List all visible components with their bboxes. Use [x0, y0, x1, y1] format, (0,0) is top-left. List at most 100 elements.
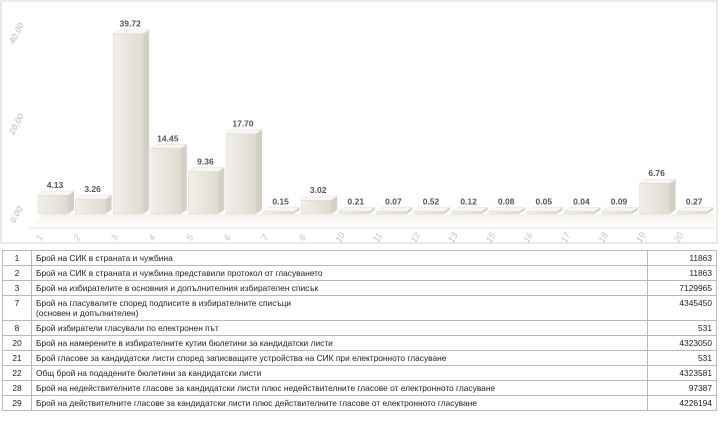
x-tick-label: 6: [222, 233, 233, 242]
bar-top: [112, 29, 150, 35]
bar-front: [488, 211, 520, 215]
bar-side: [519, 207, 526, 214]
bar-front: [413, 211, 445, 215]
bar-top: [450, 207, 489, 212]
bar-chart: 0.00 20.00 40.00 4.13 3.26 39.72 14.45 9.36 17.…: [0, 0, 718, 245]
bar: 39.72: [112, 19, 150, 215]
bar-side: [594, 207, 601, 214]
table-row: 20 Брой на намерените в избирателните кут…: [2, 335, 717, 351]
bar-front: [112, 33, 144, 215]
x-tick-label: 18: [597, 231, 611, 245]
table-row: 1 Брой на СИК в страната и чужбина 11863: [2, 250, 717, 266]
row-value-cell: 4345450: [647, 295, 717, 321]
bar: 14.45: [150, 133, 188, 215]
row-label-text: Брой избиратели гласували по електронен …: [36, 323, 219, 333]
bar-value-label: 0.52: [423, 196, 440, 206]
bar: 6.76: [638, 168, 677, 215]
bar: 0.12: [450, 196, 489, 215]
bar-value-label: 3.02: [310, 185, 327, 195]
bar-front: [150, 148, 182, 215]
bar-front: [526, 211, 558, 215]
bar-value-label: 0.12: [460, 196, 477, 206]
bar-value-label: 6.76: [648, 168, 665, 178]
row-value-cell: 531: [647, 350, 717, 366]
bar: 0.04: [563, 196, 602, 215]
row-label-cell: Брой на намерените в избирателните кутии…: [31, 335, 648, 351]
bars-group: 4.13 3.26 39.72 14.45 9.36 17.70 0.15 3.02 0.21 0…: [37, 19, 714, 215]
bar-value-label: 0.21: [348, 196, 365, 206]
bar-value-label: 4.13: [47, 180, 64, 190]
row-label-cell: Брой на избирателите в основния и допълн…: [31, 280, 648, 296]
bar: 0.08: [488, 196, 526, 215]
bar-side: [368, 207, 375, 214]
x-tick-label: 1: [34, 233, 45, 242]
bar-value-label: 0.07: [385, 196, 402, 206]
table-row: 29 Брой на действителните гласове за канд…: [2, 395, 717, 411]
row-label-text: Брой на СИК в страната и чужбина: [36, 253, 173, 263]
row-label-text: Брой на гласувалите според подписите в и…: [36, 298, 292, 318]
bar-front: [300, 200, 332, 215]
row-label-cell: Брой гласове за кандидатски листи според…: [31, 350, 648, 366]
bar: 0.27: [676, 196, 714, 215]
bar-top: [526, 207, 564, 212]
row-value-cell: 4323581: [647, 365, 717, 381]
x-tick-label: 19: [634, 231, 648, 245]
bar-front: [188, 171, 219, 215]
x-tick-label: 5: [184, 232, 196, 242]
table-row: 21 Брой гласове за кандидатски листи спор…: [2, 350, 717, 366]
row-number-cell: 1: [2, 250, 32, 266]
bar-front: [601, 211, 633, 215]
bar-side: [632, 207, 638, 214]
bar: 0.21: [338, 196, 376, 215]
bar-value-label: 14.45: [157, 133, 179, 143]
bar-front: [338, 211, 370, 215]
bar-value-label: 9.36: [197, 156, 214, 166]
bar-front: [564, 211, 595, 215]
table-row: 3 Брой на избирателите в основния и допъл…: [2, 280, 717, 296]
bar-top: [601, 207, 639, 212]
bar: 3.02: [300, 185, 338, 215]
bar-top: [37, 190, 75, 196]
bar-side: [293, 207, 300, 214]
bar-side: [68, 191, 74, 214]
bar-value-label: 0.27: [686, 196, 703, 206]
x-tick-label: 12: [409, 231, 423, 245]
bar-value-label: 0.15: [272, 196, 289, 206]
bar-top: [187, 167, 226, 172]
bar-top: [300, 195, 338, 201]
x-tick-label: 10: [333, 231, 347, 245]
bar-value-label: 0.09: [611, 196, 628, 206]
row-label-cell: Брой на СИК в страната и чужбина: [31, 250, 648, 266]
data-table: 1 Брой на СИК в страната и чужбина 11863 2 Б…: [2, 250, 717, 411]
bar-front: [263, 211, 294, 215]
table-body: 1 Брой на СИК в страната и чужбина 11863 2 Б…: [2, 250, 717, 411]
row-label-cell: Брой избиратели гласували по електронен …: [31, 320, 648, 336]
row-label-cell: Общ брой на подадените бюлетини за канди…: [31, 365, 648, 381]
bar-front: [225, 133, 257, 215]
bar-value-label: 39.72: [120, 19, 142, 29]
row-label-text: Брой на избирателите в основния и допълн…: [36, 283, 319, 293]
row-label-cell: Брой на гласувалите според подписите в и…: [31, 295, 648, 321]
bar-side: [481, 207, 488, 214]
bar: 0.07: [375, 196, 414, 215]
row-number-cell: 28: [2, 380, 32, 396]
row-value-cell: 97387: [647, 380, 717, 396]
bar-top: [74, 194, 113, 200]
x-tick-label: 11: [371, 231, 384, 244]
row-value-cell: 11863: [647, 265, 717, 281]
row-label-text: Брой на намерените в избирателните кутии…: [36, 338, 333, 348]
table-row: 8 Брой избиратели гласували по електронен…: [2, 320, 717, 336]
row-value-cell: 4226194: [647, 395, 717, 411]
bar-top: [676, 207, 714, 212]
row-number-cell: 3: [2, 280, 32, 296]
bar-front: [639, 183, 670, 215]
x-tick-label: 4: [147, 233, 158, 242]
bar-top: [262, 207, 301, 212]
row-value-cell: 7129965: [647, 280, 717, 296]
bar-front: [676, 211, 708, 215]
row-number-cell: 29: [2, 395, 32, 411]
x-tick-label: 20: [671, 231, 685, 245]
row-label-text: Брой на действителните гласове за кандид…: [36, 398, 477, 408]
row-label-text: Брой на СИК в страната и чужбина предста…: [36, 268, 323, 278]
